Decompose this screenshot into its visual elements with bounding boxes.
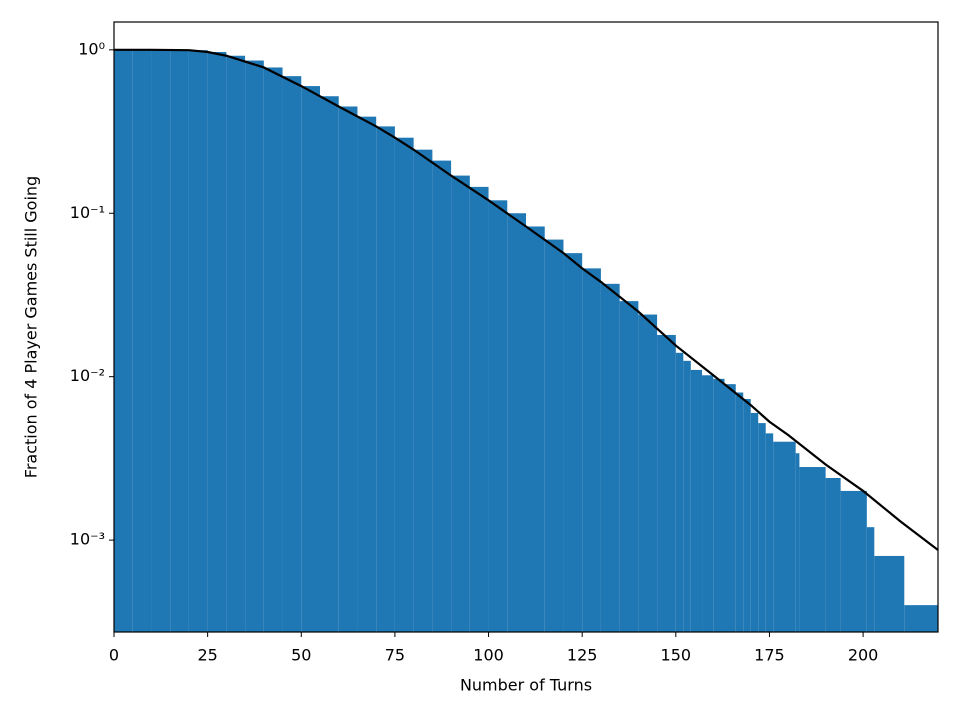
- bar: [226, 55, 246, 633]
- bar: [432, 160, 452, 632]
- bar: [758, 423, 766, 632]
- bar: [619, 301, 639, 632]
- bar: [526, 226, 545, 632]
- bar: [357, 116, 377, 632]
- bar: [735, 392, 744, 632]
- bar: [750, 412, 759, 632]
- bar: [690, 369, 703, 632]
- bar: [338, 106, 358, 633]
- x-tick-label: 150: [661, 646, 692, 665]
- bar: [866, 527, 875, 632]
- x-axis-label: Number of Turns: [460, 676, 592, 695]
- bar: [394, 137, 414, 632]
- bar: [413, 149, 433, 632]
- bar: [600, 283, 620, 632]
- bar: [132, 49, 152, 632]
- x-tick-label: 25: [197, 646, 217, 665]
- bar: [799, 467, 826, 632]
- x-tick-label: 175: [754, 646, 785, 665]
- x-tick-label: 75: [385, 646, 405, 665]
- bar: [263, 67, 283, 633]
- x-tick-label: 50: [291, 646, 311, 665]
- y-tick-label: 10⁻²: [70, 366, 105, 385]
- bar: [563, 253, 583, 632]
- bar: [207, 51, 227, 633]
- plot-frame: [113, 21, 939, 633]
- bar: [825, 477, 841, 632]
- bar: [282, 76, 302, 633]
- bar: [320, 96, 339, 633]
- x-tick-label: 200: [848, 646, 879, 665]
- y-tick-label: 10⁻³: [70, 530, 105, 549]
- fit-line: [114, 48, 939, 551]
- bar: [170, 49, 189, 632]
- bar: [638, 314, 658, 632]
- bar: [376, 126, 395, 632]
- bar: [451, 175, 470, 632]
- bar: [151, 49, 171, 632]
- bar: [874, 555, 905, 632]
- bar: [795, 453, 800, 632]
- y-tick-label: 10⁰: [78, 39, 105, 58]
- bar: [245, 60, 264, 632]
- bar: [702, 375, 714, 632]
- bar: [683, 360, 691, 632]
- y-axis-label: Fraction of 4 Player Games Still Going: [22, 176, 41, 478]
- bar: [544, 239, 564, 632]
- bar: [469, 186, 489, 633]
- x-tick-label: 0: [109, 646, 119, 665]
- bar: [188, 50, 208, 632]
- bar: [904, 605, 938, 632]
- bar: [488, 200, 508, 632]
- bar: [724, 384, 736, 632]
- bar: [743, 399, 751, 632]
- bar: [657, 334, 676, 632]
- bar: [582, 268, 601, 632]
- bar: [507, 213, 526, 633]
- bar: [301, 86, 320, 633]
- x-tick-label: 125: [567, 646, 598, 665]
- bar: [773, 441, 796, 632]
- y-tick-label: 10⁻¹: [70, 203, 105, 222]
- bar: [840, 490, 867, 632]
- x-tick-label: 100: [473, 646, 504, 665]
- bar: [713, 378, 725, 632]
- bar: [675, 352, 684, 632]
- bar: [765, 433, 774, 632]
- bar: [114, 49, 133, 632]
